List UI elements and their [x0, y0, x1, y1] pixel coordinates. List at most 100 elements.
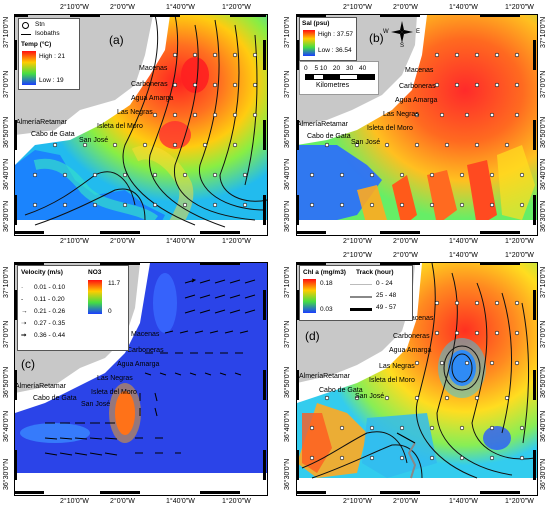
- salinity-legend: Sal (psu) High : 37.57 Low : 36.54: [299, 17, 357, 61]
- lat-tick: 36°50'0"N: [3, 116, 10, 148]
- arrow-icon: ·: [21, 284, 24, 291]
- lon-tick: 1°40'0"W: [449, 498, 478, 505]
- lat-tick: 37°0'0"N: [540, 320, 547, 348]
- map-salinity: Macenas Carboneras Agua Amarga Las Negra…: [296, 14, 538, 236]
- compass-east: E: [416, 29, 421, 35]
- arrow-icon: →: [21, 308, 28, 315]
- track-line-icon: [350, 308, 372, 311]
- lon-tick: 1°40'0"W: [449, 4, 478, 11]
- color-ramp: [303, 279, 316, 313]
- place-label: Cabo de Gata: [307, 133, 351, 140]
- lat-tick: 36°30'0"N: [540, 458, 547, 490]
- track-class: 0 - 24: [376, 280, 393, 287]
- legend-title: Temp (°C): [21, 41, 52, 48]
- chl-track-legend: Chl a (mg/m3) 0.18 0.03 Track (hour) 0 -…: [299, 265, 413, 321]
- scale-graphic: [305, 74, 375, 80]
- place-label: Isleta del Moro: [97, 123, 143, 130]
- compass-rose: N S E W: [383, 15, 420, 49]
- panel-label: (d): [305, 329, 320, 343]
- track-line-icon: [350, 284, 372, 285]
- lat-tick: 37°10'0"N: [540, 266, 547, 298]
- chl-title: Chl a (mg/m3): [303, 269, 346, 276]
- map-temperature: Macenas Carboneras Agua Amarga Las Negra…: [14, 14, 268, 236]
- lon-tick: 2°0'0"W: [110, 498, 135, 505]
- lat-tick: 36°50'0"N: [540, 116, 547, 148]
- arrow-icon: ➞: [21, 332, 27, 339]
- lon-tick: 1°40'0"W: [449, 238, 478, 245]
- arrow-icon: ➝: [21, 320, 27, 327]
- lat-tick: 37°0'0"N: [284, 70, 291, 98]
- lat-tick: 37°0'0"N: [3, 70, 10, 98]
- lat-tick: 36°50'0"N: [3, 366, 10, 398]
- place-label: Macenas: [139, 65, 168, 72]
- place-label: Carboneras: [127, 347, 164, 354]
- track-segment: [407, 442, 417, 479]
- velocity-class: 0.36 - 0.44: [34, 332, 66, 339]
- place-label: Carboneras: [393, 333, 430, 340]
- lat-tick: 36°30'0"N: [3, 200, 10, 232]
- map-chlorophyll: Macenas Carboneras Agua Amarga Las Negra…: [296, 262, 538, 496]
- lon-tick: 2°0'0"W: [393, 4, 418, 11]
- lon-tick: 1°20'0"W: [222, 4, 251, 11]
- place-label: AlmeríaRetamar: [299, 373, 350, 380]
- place-label: Isleta del Moro: [369, 377, 415, 384]
- place-label: Isleta del Moro: [91, 389, 137, 396]
- lat-tick: 36°30'0"N: [540, 200, 547, 232]
- place-label: Macenas: [405, 67, 434, 74]
- lat-tick: 37°10'0"N: [284, 16, 291, 48]
- lat-tick: 37°0'0"N: [540, 70, 547, 98]
- lon-tick: 2°0'0"W: [393, 238, 418, 245]
- lat-tick: 37°10'0"N: [540, 16, 547, 48]
- track-title: Track (hour): [356, 269, 394, 276]
- lat-tick: 36°40'0"N: [3, 158, 10, 190]
- place-label: Cabo de Gata: [319, 387, 363, 394]
- lat-tick: 36°50'0"N: [284, 116, 291, 148]
- lat-tick: 37°10'0"N: [3, 266, 10, 298]
- velocity-class: 0.27 - 0.35: [34, 320, 66, 327]
- panel-label: (a): [109, 33, 124, 47]
- scale-unit: Kilometres: [316, 82, 350, 89]
- lat-tick: 36°40'0"N: [284, 410, 291, 442]
- lon-tick: 1°20'0"W: [505, 4, 534, 11]
- color-ramp: [88, 280, 102, 314]
- velocity-class: 0.11 - 0.20: [34, 296, 65, 303]
- place-label: Las Negras: [117, 109, 153, 116]
- place-label: Carboneras: [131, 81, 168, 88]
- velocity-no3-legend: Velocity (m/s) · 0.01 - 0.10 - 0.11 - 0.…: [17, 265, 129, 351]
- place-label: Las Negras: [379, 363, 415, 370]
- lat-tick: 36°40'0"N: [540, 410, 547, 442]
- lat-tick: 36°30'0"N: [284, 200, 291, 232]
- panel-label: (b): [369, 31, 384, 45]
- lon-tick: 2°0'0"W: [110, 238, 135, 245]
- map-velocity-no3: Macenas Carboneras Agua Amarga Las Negra…: [14, 262, 268, 496]
- lon-tick: 2°10'0"W: [60, 4, 89, 11]
- place-label: Cabo de Gata: [31, 131, 75, 138]
- lat-tick: 37°0'0"N: [3, 320, 10, 348]
- color-ramp: [303, 30, 315, 56]
- lat-tick: 37°0'0"N: [284, 320, 291, 348]
- place-label: San José: [355, 393, 385, 400]
- legend-high: High : 21: [39, 53, 66, 60]
- isobath-line-icon: [21, 34, 31, 35]
- place-label: Agua Amarga: [389, 347, 432, 354]
- place-label: Macenas: [131, 331, 160, 338]
- compass-icon: [391, 21, 413, 43]
- lon-tick: 2°10'0"W: [60, 238, 89, 245]
- lon-tick: 2°10'0"W: [343, 252, 372, 259]
- place-label: Isleta del Moro: [367, 125, 413, 132]
- legend-stn: Stn: [35, 21, 45, 28]
- place-label: San José: [351, 139, 381, 146]
- lat-tick: 36°30'0"N: [284, 458, 291, 490]
- scale-bar: 0 5 10 20 30 40 Kilometres: [299, 61, 379, 95]
- lon-tick: 2°0'0"W: [393, 252, 418, 259]
- track-line-icon: [350, 296, 372, 298]
- lon-tick: 1°20'0"W: [505, 498, 534, 505]
- lon-tick: 2°0'0"W: [393, 498, 418, 505]
- lon-tick: 2°10'0"W: [60, 498, 89, 505]
- lon-tick: 1°40'0"W: [166, 498, 195, 505]
- lat-tick: 36°50'0"N: [540, 366, 547, 398]
- panel-label: (c): [21, 357, 35, 371]
- lon-tick: 2°10'0"W: [343, 238, 372, 245]
- chl-low: 0.03: [320, 306, 333, 313]
- scale-ticks: 0 5 10 20 30 40: [304, 65, 367, 72]
